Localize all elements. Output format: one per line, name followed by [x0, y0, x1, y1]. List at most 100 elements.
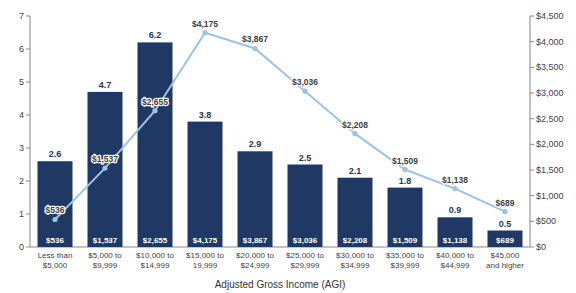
bar-inside-label: $536 [46, 236, 64, 245]
bar-inside-label: $1,509 [393, 236, 418, 245]
bar [138, 42, 173, 247]
x-tick-label-line: $25,000 to [286, 251, 324, 260]
x-tick-label: $35,000 to$39,999 [386, 251, 424, 270]
y2-tick-label: $1,000 [536, 191, 564, 201]
y2-tick [530, 144, 534, 145]
line-point [302, 89, 307, 94]
y-tick [26, 181, 30, 182]
x-tick-label: $30,000 to$34,999 [336, 251, 374, 270]
data-labels: 2.64.76.23.82.92.52.11.80.90.5$536$536$1… [46, 19, 515, 245]
bar [438, 217, 473, 247]
y2-tick-label: $1,500 [536, 165, 564, 175]
y2-tick-label: $4,500 [536, 11, 564, 21]
x-tick-label-line: $39,999 [391, 261, 420, 270]
line-point [52, 217, 57, 222]
y2-tick-label: $500 [536, 216, 556, 226]
line-label: $1,537 [92, 154, 118, 164]
bar-inside-label: $1,138 [443, 236, 468, 245]
bar [188, 122, 223, 247]
y-tick-label: 6 [19, 44, 24, 54]
bar [388, 188, 423, 247]
line-label: $3,036 [292, 77, 318, 87]
line-label: $689 [496, 198, 515, 208]
y-tick-label: 1 [19, 209, 24, 219]
y2-tick-label: $2,500 [536, 114, 564, 124]
y-tick [26, 148, 30, 149]
x-tick-label-line: $40,000 to [436, 251, 474, 260]
line-point [452, 186, 457, 191]
line-point [502, 209, 507, 214]
line-label: $536 [46, 205, 65, 215]
bar [338, 178, 373, 247]
x-tick-label: $15,000 to19,999 [186, 251, 224, 270]
y-tick-label: 5 [19, 77, 24, 87]
bar-label: 6.2 [149, 30, 162, 40]
line-label: $2,655 [142, 97, 168, 107]
bar-inside-label: $2,208 [343, 236, 368, 245]
y2-tick [530, 195, 534, 196]
y-tick-label: 2 [19, 176, 24, 186]
x-tick-label-line: $24,999 [241, 261, 270, 270]
y2-tick [530, 93, 534, 94]
bar-inside-label: $3,036 [293, 236, 318, 245]
x-tick-label-line: $29,999 [291, 261, 320, 270]
y2-tick [530, 41, 534, 42]
bar [88, 92, 123, 247]
x-tick-label: $45,000and higher [486, 251, 524, 270]
y2-tick [530, 67, 534, 68]
y-tick [26, 115, 30, 116]
x-tick-label-line: $15,000 to [186, 251, 224, 260]
y2-tick [530, 221, 534, 222]
bar-label: 2.6 [49, 149, 62, 159]
x-tick-label: $25,000 to$29,999 [286, 251, 324, 270]
plot-area [38, 30, 523, 247]
x-tick-label-line: $20,000 to [236, 251, 274, 260]
y2-tick-label: $4,000 [536, 37, 564, 47]
bar-inside-label: $1,537 [93, 236, 118, 245]
y-tick [26, 247, 30, 248]
line-point [402, 167, 407, 172]
y-axis-line [30, 16, 31, 247]
line-label: $3,867 [242, 34, 268, 44]
y-tick [26, 16, 30, 17]
line-point [352, 131, 357, 136]
line [55, 33, 505, 220]
bar-label: 3.8 [199, 110, 212, 120]
y-tick-label: 4 [19, 110, 24, 120]
line-point [152, 108, 157, 113]
x-tick-label-line: $34,999 [341, 261, 370, 270]
x-tick-label-line: $9,999 [93, 261, 118, 270]
line-point [252, 46, 257, 51]
bar [38, 161, 73, 247]
x-tick-label-line: $30,000 to [336, 251, 374, 260]
y2-tick-label: $3,500 [536, 62, 564, 72]
x-tick-label-line: $5,000 to [88, 251, 122, 260]
y-tick [26, 49, 30, 50]
line-point [102, 166, 107, 171]
x-tick-label: Less than$5,000 [38, 251, 73, 270]
bar [288, 165, 323, 248]
bar-label: 2.9 [249, 139, 262, 149]
bar [488, 231, 523, 248]
y2-tick-label: $3,000 [536, 88, 564, 98]
bar-inside-label: $2,655 [143, 236, 168, 245]
x-tick-label-line: $10,000 to [136, 251, 174, 260]
x-tick-label-line: $45,000 [491, 251, 520, 260]
bar-label: 0.5 [499, 219, 512, 229]
y-tick-label: 7 [19, 11, 24, 21]
x-tick-label-line: 19,999 [193, 261, 218, 270]
line-label: $1,138 [442, 175, 468, 185]
x-tick-label-line: $35,000 to [386, 251, 424, 260]
x-tick-label-line: $14,999 [141, 261, 170, 270]
bar-label: 2.5 [299, 153, 312, 163]
line-label: $2,208 [342, 120, 368, 130]
line-label: $4,175 [192, 19, 218, 29]
bar-inside-label: $689 [496, 236, 514, 245]
y-tick [26, 214, 30, 215]
line-label: $1,509 [392, 156, 418, 166]
y2-tick [530, 118, 534, 119]
y2-tick [530, 247, 534, 248]
x-tick-label: $20,000 to$24,999 [236, 251, 274, 270]
y-tick-label: 3 [19, 143, 24, 153]
x-tick-label: $40,000 to$44,999 [436, 251, 474, 270]
